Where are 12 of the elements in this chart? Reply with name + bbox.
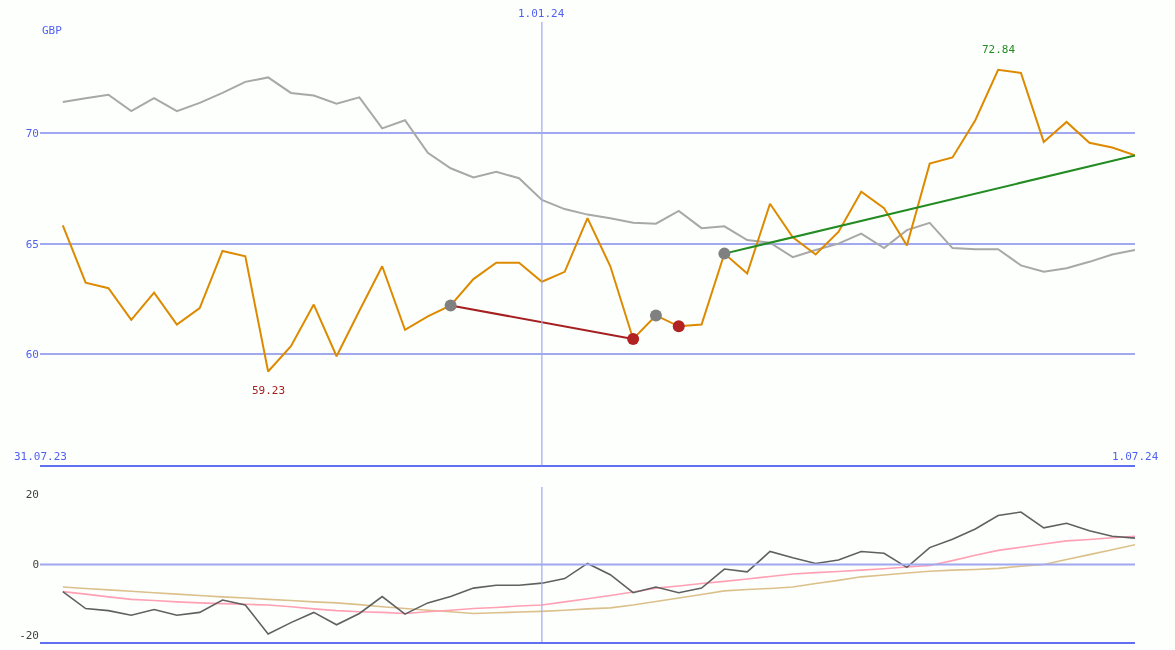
y-tick-label: -20	[19, 628, 39, 642]
x-tick-label: 1.07.24	[1112, 450, 1159, 463]
y-tick-label: 70	[25, 126, 39, 140]
annotation: 72.84	[982, 43, 1016, 56]
y-tick-label: 65	[25, 237, 39, 251]
y-tick-label: 0	[32, 558, 39, 572]
y-tick-label: 60	[25, 348, 39, 362]
annotation: 59.23	[252, 384, 286, 397]
ref-line-label: 1.01.24	[518, 7, 565, 20]
y-tick-label: 20	[25, 487, 39, 501]
x-tick-label: 31.07.23	[14, 450, 67, 463]
y-axis-title: GBP	[42, 24, 63, 37]
